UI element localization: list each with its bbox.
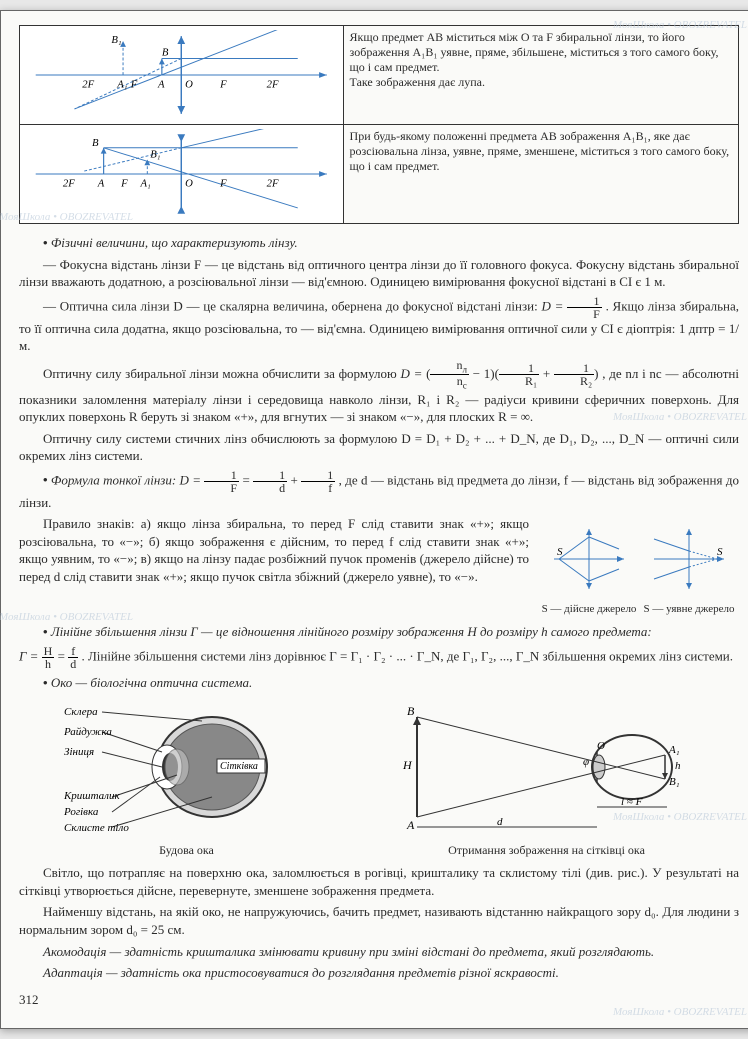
svg-text:A: A xyxy=(406,818,415,832)
svg-text:d: d xyxy=(497,816,503,828)
text-para3a: Оптичну силу збиральної лінзи можна обчи… xyxy=(43,366,400,381)
svg-text:Кришталик: Кришталик xyxy=(63,790,120,802)
svg-text:H: H xyxy=(402,758,413,772)
svg-text:F: F xyxy=(130,79,138,91)
para-optical-power: — Оптична сила лінзи D — це скалярна вел… xyxy=(19,295,739,355)
svg-text:S: S xyxy=(557,546,563,558)
svg-text:Сітківка: Сітківка xyxy=(220,761,258,772)
para-best-vision: Найменшу відстань, на якій око, не напру… xyxy=(19,903,739,938)
lens-diagram-table: 2F F F 2F A A₁ B B₁ O Якщо предмет AB мі… xyxy=(19,25,739,224)
svg-text:F: F xyxy=(219,79,227,91)
para5-text: . Лінійне збільшення системи лінз дорівн… xyxy=(81,648,733,663)
text-para2a: — Оптична сила лінзи D — це скалярна вел… xyxy=(43,298,541,313)
svg-text:Зіниця: Зіниця xyxy=(64,746,94,758)
para9-text: Адаптація — здатність ока пристосовувати… xyxy=(43,965,559,980)
svg-text:O: O xyxy=(597,740,605,752)
svg-text:2F: 2F xyxy=(63,178,75,190)
page-container: МояШкола • OBOZREVATEL МояШкола • OBOZRE… xyxy=(0,10,748,1029)
svg-text:O: O xyxy=(185,79,193,91)
eye-structure-block: Склера Райдужка Зіниця Сітківка Криштали… xyxy=(62,697,312,858)
para-light-refraction: Світло, що потрапляє на поверхню ока, за… xyxy=(19,864,739,899)
diagram-converging-text: Якщо предмет AB міститься між O та F зби… xyxy=(343,26,738,125)
side-source-diagram: S S S — дійсне джерело S — уявне джерело xyxy=(539,519,739,615)
svg-text:O: O xyxy=(185,178,193,190)
svg-text:A₁: A₁ xyxy=(140,178,151,190)
retina-image-block: B A H A₁ B₁ h O φ d l ≈ F xyxy=(397,697,697,858)
svg-text:F: F xyxy=(219,178,227,190)
caption-eye: Будова ока xyxy=(62,843,312,858)
label-virtual-source: S — уявне джерело xyxy=(639,603,739,615)
para-magnification-formula: Γ = Hh = fd . Лінійне збільшення системи… xyxy=(19,645,739,670)
svg-text:B₁: B₁ xyxy=(669,776,680,788)
svg-text:S: S xyxy=(717,546,723,558)
bullet3-text: Лінійне збільшення лінзи Γ — це відношен… xyxy=(51,624,652,639)
svg-text:Рогівка: Рогівка xyxy=(63,806,99,818)
page-number: 312 xyxy=(19,992,739,1008)
para-focal-distance: — Фокусна відстань лінзи F — це відстань… xyxy=(19,256,739,291)
svg-text:A₁: A₁ xyxy=(668,744,680,756)
svg-text:B₁: B₁ xyxy=(150,149,160,161)
diagram-diverging-lens: 2F F F 2F A A₁ B B₁ O xyxy=(20,125,344,224)
svg-text:Склисте тіло: Склисте тіло xyxy=(64,822,129,834)
svg-text:2F: 2F xyxy=(267,79,279,91)
bullet-magnification: Лінійне збільшення лінзи Γ — це відношен… xyxy=(19,623,739,641)
bullet-eye: Око — біологічна оптична система. xyxy=(19,674,739,692)
svg-text:B: B xyxy=(92,137,99,149)
bullet2a-text: Формула тонкої лінзи: xyxy=(51,472,180,487)
svg-text:F: F xyxy=(120,178,128,190)
svg-text:φ: φ xyxy=(583,756,589,768)
svg-text:A: A xyxy=(157,79,165,91)
para-adaptation: Адаптація — здатність ока пристосовувати… xyxy=(19,964,739,982)
svg-text:Склера: Склера xyxy=(64,706,98,718)
svg-text:h: h xyxy=(675,760,681,772)
svg-text:B₁: B₁ xyxy=(111,34,121,46)
svg-text:B: B xyxy=(407,704,415,718)
eye-diagrams-row: Склера Райдужка Зіниця Сітківка Криштали… xyxy=(19,697,739,858)
svg-text:2F: 2F xyxy=(82,79,94,91)
watermark: МояШкола • OBOZREVATEL xyxy=(0,611,133,623)
svg-text:B: B xyxy=(162,47,169,59)
svg-text:A: A xyxy=(97,178,105,190)
svg-text:l ≈ F: l ≈ F xyxy=(621,796,643,808)
caption-retina: Отримання зображення на сітківці ока xyxy=(397,843,697,858)
label-real-source: S — дійсне джерело xyxy=(539,603,639,615)
bullet4-text: Око — біологічна оптична система. xyxy=(51,675,252,690)
bullet-thin-lens: Формула тонкої лінзи: D = 1F = 1d + 1f ,… xyxy=(19,469,739,512)
bullet-physical-values: Фізичні величини, що характеризують лінз… xyxy=(19,234,739,252)
svg-text:Райдужка: Райдужка xyxy=(63,726,112,738)
para-system-power: Оптичну силу системи стичних лінз обчисл… xyxy=(19,430,739,465)
para8-text: Акомодація — здатність кришталика змінюв… xyxy=(43,944,654,959)
para-power-formula: Оптичну силу збиральної лінзи можна обчи… xyxy=(19,359,739,426)
svg-text:2F: 2F xyxy=(267,178,279,190)
para-accommodation: Акомодація — здатність кришталика змінюв… xyxy=(19,943,739,961)
diagram-converging-lens: 2F F F 2F A A₁ B B₁ O xyxy=(20,26,344,125)
bullet-text: Фізичні величини, що характеризують лінз… xyxy=(51,235,298,250)
diagram-diverging-text: При будь-якому положенні предмета AB зоб… xyxy=(343,125,738,224)
svg-text:A₁: A₁ xyxy=(116,79,127,91)
